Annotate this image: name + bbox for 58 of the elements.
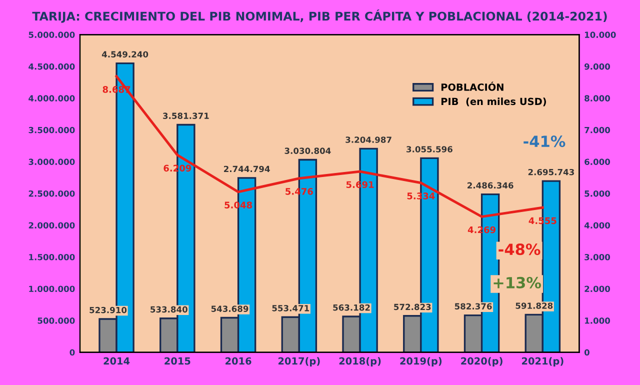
data-label: 3.055.596 — [406, 146, 452, 152]
y-tick-label: 0 — [70, 349, 75, 356]
legend-label: PIB (en miles USD) — [441, 98, 546, 106]
y2-tick-label: 2.000 — [584, 286, 610, 292]
data-label: 572.823 — [394, 304, 431, 310]
x-tick-label: 2021(p) — [522, 357, 564, 367]
data-label: 563.182 — [333, 304, 370, 311]
data-label: 3.204.987 — [346, 136, 392, 143]
data-label: 2.695.743 — [528, 168, 574, 176]
y-tick-label: 2.000.000 — [28, 222, 75, 229]
data-label: 533.840 — [150, 306, 188, 313]
data-label: 6.209 — [164, 164, 192, 172]
y-tick-label: 1.000.000 — [29, 286, 75, 292]
y-tick-label: 5.000.000 — [28, 32, 75, 38]
data-label: 3.581.371 — [163, 112, 209, 119]
x-tick-label: 2019(p) — [400, 357, 442, 367]
y-tick-label: 4.500.000 — [28, 63, 75, 70]
data-label: 3.030.804 — [284, 148, 331, 154]
data-label: 5.476 — [286, 188, 313, 195]
chart-title: TARIJA: CRECIMIENTO DEL PIB NOMIMAL, PIB PER CÁPITA Y POBLACIONAL (2014-2021) — [32, 10, 607, 23]
x-tick-label: 2020(p) — [461, 357, 502, 367]
data-label: 4.555 — [528, 217, 556, 224]
annotation: +13% — [494, 276, 541, 288]
y2-tick-label: 9.000 — [584, 63, 610, 70]
data-label: 591.828 — [516, 302, 553, 309]
y-tick-label: 2.500.000 — [28, 190, 75, 197]
y2-tick-label: 4.000 — [584, 222, 610, 229]
data-label: 5.334 — [407, 192, 435, 200]
x-tick-label: 2014 — [104, 357, 130, 365]
y2-tick-label: 7.000 — [584, 126, 610, 134]
annotation: -41% — [524, 136, 566, 148]
x-tick-label: 2017(p) — [278, 357, 320, 367]
x-tick-label: 2015 — [164, 357, 190, 365]
y-tick-label: 3.000.000 — [28, 158, 75, 165]
x-tick-label: 2016 — [226, 357, 252, 365]
y-tick-label: 3.500.000 — [28, 126, 75, 134]
y2-tick-label: 1.000 — [585, 317, 610, 324]
x-tick-label: 2018(p) — [339, 357, 381, 367]
y2-tick-label: 8.000 — [584, 95, 610, 102]
data-label: 4.549.240 — [102, 51, 148, 58]
data-label: 543.689 — [211, 306, 248, 312]
data-label: 2.744.794 — [224, 166, 270, 172]
annotation: -48% — [498, 244, 540, 256]
y-tick-label: 1.500.000 — [29, 254, 75, 260]
data-label: 4.269 — [468, 226, 496, 234]
y2-tick-label: 3.000 — [584, 254, 610, 260]
y2-tick-label: 0 — [584, 349, 590, 356]
y2-tick-label: 10.000 — [585, 32, 616, 38]
data-label: 582.376 — [454, 303, 492, 310]
y-tick-label: 500.000 — [38, 317, 75, 324]
y2-tick-label: 5.000 — [584, 190, 610, 197]
data-label: 523.910 — [90, 306, 127, 314]
y-tick-label: 4.000.000 — [28, 95, 75, 102]
data-label: 5.048 — [224, 202, 252, 208]
data-label: 2.486.346 — [468, 182, 514, 189]
legend-label: POBLACIÓN — [441, 82, 504, 91]
data-label: 553.471 — [272, 305, 310, 312]
y2-tick-label: 6.000 — [584, 158, 610, 165]
